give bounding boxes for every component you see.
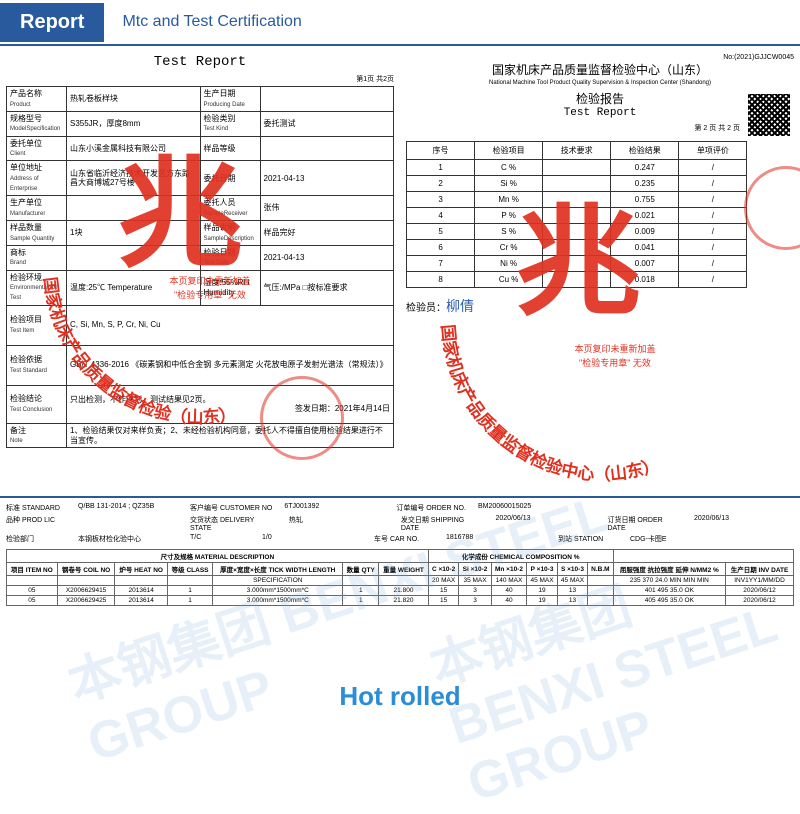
mtc-table: 尺寸及规格 MATERIAL DESCRIPTION 化学成份 CHEMICAL… — [6, 549, 794, 606]
qr-code-icon — [748, 94, 790, 136]
report-badge: Report — [0, 3, 104, 42]
right-results-table: 序号检验项目技术要求检验结果单项评价 1C %0.247/2Si %0.235/… — [406, 141, 747, 288]
standard-value: GB/T 4336-2016 《碳素钢和中低合金钢 多元素测定 火花放电原子发射… — [67, 345, 394, 385]
right-title-cn: 检验报告 — [406, 90, 794, 107]
test-item-label: 检验项目Test Item — [7, 305, 67, 345]
left-table: 产品名称Product热轧卷板样块生产日期Producing Date规格型号M… — [6, 86, 394, 306]
bottom-mtc: 本钢集团 BENXI STEEL GROUP 本钢集团 BENXI STEEL … — [0, 496, 800, 716]
copy-note-right: 本页复印未重新加盖"检验专用章" 无效 — [510, 342, 720, 371]
round-seal-left — [260, 376, 344, 460]
test-item-value: C, Si, Mn, S, P, Cr, Ni, Cu — [67, 305, 394, 345]
page-header: Report Mtc and Test Certification — [0, 0, 800, 44]
header-subtitle: Mtc and Test Certification — [122, 13, 301, 31]
svg-text:国家机床产品质量监督检验中心（山东）: 国家机床产品质量监督检验中心（山东） — [438, 324, 662, 484]
doc-number: No:(2021)GJJCW0045 — [406, 54, 794, 61]
right-title-en: Test Report — [406, 107, 794, 119]
right-header-cn: 国家机床产品质量监督检验中心（山东） — [406, 61, 794, 78]
standard-label: 检验依据Test Standard — [7, 345, 67, 385]
hot-rolled-label: Hot rolled — [339, 681, 460, 712]
top-documents: Test Report 第1页 共2页 产品名称Product热轧卷板样块生产日… — [0, 46, 800, 496]
right-test-report: No:(2021)GJJCW0045 国家机床产品质量监督检验中心（山东） Na… — [400, 46, 800, 496]
inspector-line: 检验员：柳倩 — [406, 296, 794, 316]
right-page-label: 第 2 页 共 2 页 — [406, 123, 740, 133]
round-seal-right — [744, 166, 800, 250]
note-label: 备注Note — [7, 423, 67, 448]
sec-chem: 化学成份 CHEMICAL COMPOSITION % — [428, 550, 613, 563]
right-header-en: National Machine Tool Product Quality Su… — [406, 80, 794, 86]
left-page-label: 第1页 共2页 — [6, 74, 394, 84]
mtc-head: 标准 STANDARDQ/BB 131-2014 ; QZ35B客户编号 CUS… — [6, 502, 794, 545]
note-value: 1、检验结果仅对来样负责；2、未经检验机构同意，委托人不得擅自使用检验结果进行不… — [67, 423, 394, 448]
left-title: Test Report — [6, 54, 394, 70]
inspector-signature: 柳倩 — [446, 300, 474, 315]
left-test-report: Test Report 第1页 共2页 产品名称Product热轧卷板样块生产日… — [0, 46, 400, 496]
conclusion-value: 只出检测，不作评判。测试结果见2页。签发日期：2021年4月14日 — [67, 385, 394, 423]
sec-material: 尺寸及规格 MATERIAL DESCRIPTION — [7, 550, 429, 563]
conclusion-label: 检验结论Test Conclusion — [7, 385, 67, 423]
